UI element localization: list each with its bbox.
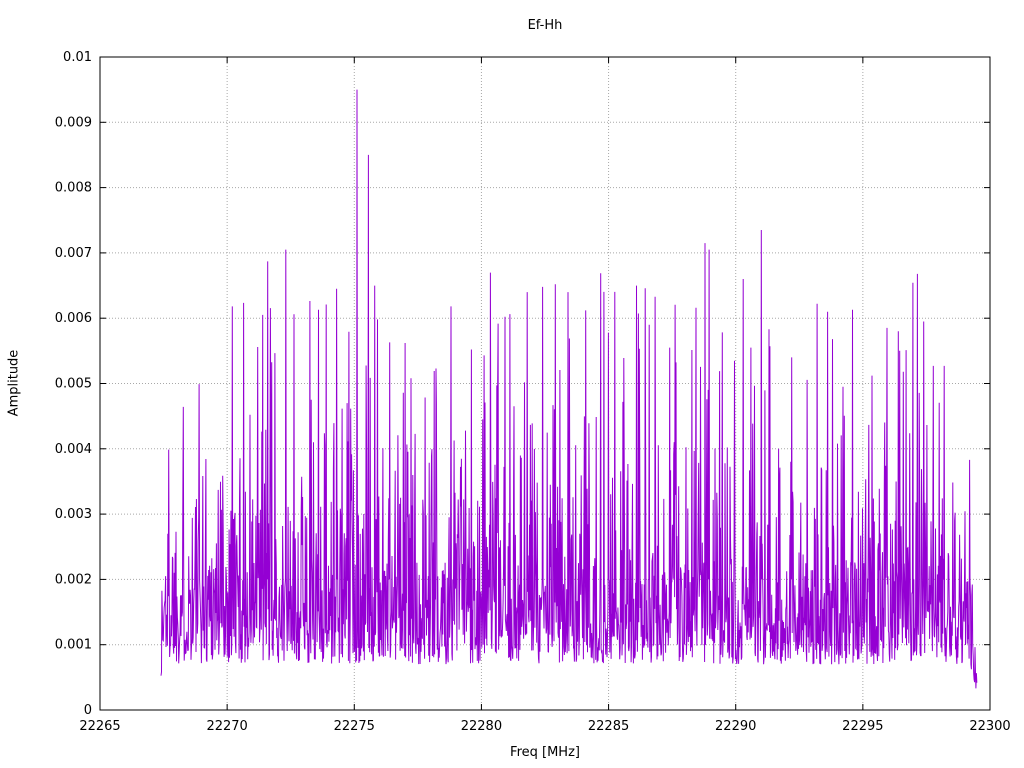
x-axis-label: Freq [MHz] [510,745,580,760]
y-tick-label: 0.003 [55,507,92,522]
x-tick-label: 22290 [715,719,756,734]
x-tick-label: 22285 [588,719,629,734]
y-tick-label: 0.001 [55,638,92,653]
y-tick-label: 0.006 [55,311,92,326]
chart-title: Ef-Hh [527,18,563,33]
y-tick-label: 0.004 [55,442,92,457]
y-tick-label: 0 [84,703,92,718]
x-tick-label: 22265 [79,719,120,734]
x-tick-label: 22280 [461,719,502,734]
data-series-line [160,89,978,689]
x-tick-label: 22275 [334,719,375,734]
x-tick-label: 22300 [969,719,1010,734]
x-tick-label: 22270 [206,719,247,734]
y-tick-label: 0.01 [63,50,92,65]
y-tick-label: 0.002 [55,572,92,587]
x-tick-label: 22295 [842,719,883,734]
y-tick-label: 0.007 [55,246,92,261]
y-tick-label: 0.005 [55,377,92,392]
y-tick-label: 0.008 [55,181,92,196]
y-tick-label: 0.009 [55,115,92,130]
